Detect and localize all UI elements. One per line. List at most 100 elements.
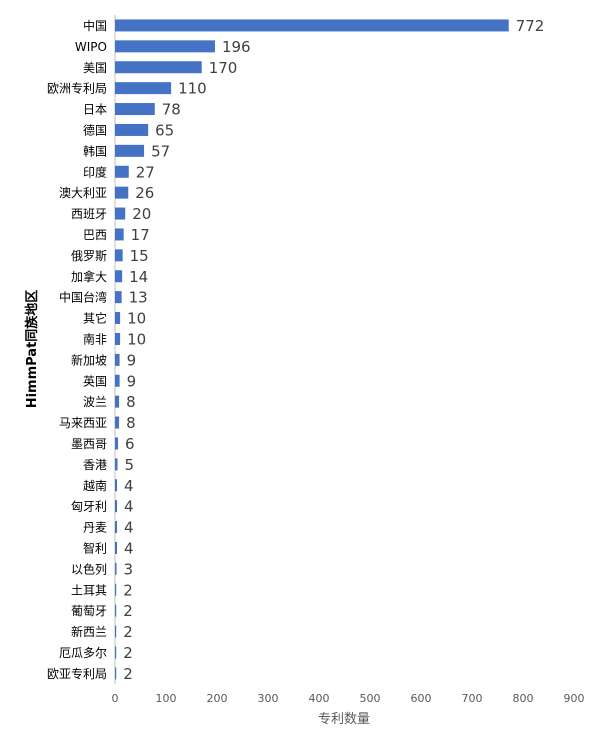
category-label: 澳大利亚 — [59, 186, 107, 200]
bar — [115, 291, 122, 304]
data-label: 78 — [162, 101, 181, 119]
category-label: 葡萄牙 — [71, 604, 107, 618]
category-label: 智利 — [83, 540, 107, 555]
data-label: 4 — [124, 539, 134, 557]
bar — [115, 228, 124, 241]
data-label: 57 — [151, 142, 170, 160]
category-label: 加拿大 — [71, 269, 107, 284]
data-label: 8 — [126, 393, 136, 411]
bar — [115, 207, 126, 220]
bar — [115, 19, 509, 32]
category-label: 中国台湾 — [59, 290, 107, 305]
data-label: 3 — [124, 560, 134, 578]
category-label: 西班牙 — [71, 207, 107, 221]
bar — [115, 123, 149, 136]
data-label: 9 — [127, 351, 137, 369]
category-label: 越南 — [83, 478, 107, 493]
category-label: 日本 — [83, 103, 107, 117]
category-label: 印度 — [83, 164, 107, 179]
data-label: 17 — [131, 226, 150, 244]
data-label: 9 — [127, 372, 137, 390]
bar — [115, 186, 129, 199]
x-tick-label: 700 — [462, 692, 483, 705]
bar — [115, 61, 202, 74]
y-axis-title: HimmPat同族地区 — [24, 290, 40, 409]
data-label: 14 — [129, 268, 148, 286]
category-label: 新西兰 — [71, 624, 107, 639]
bar — [115, 353, 120, 366]
data-label: 170 — [209, 59, 238, 77]
category-label: 墨西哥 — [71, 437, 107, 451]
data-label: 2 — [123, 623, 133, 641]
category-label: 俄罗斯 — [71, 249, 107, 263]
category-label: 英国 — [83, 374, 107, 388]
data-label: 65 — [155, 121, 174, 139]
bar — [115, 604, 117, 617]
bar — [115, 144, 145, 157]
category-label: 丹麦 — [83, 521, 107, 535]
data-label: 196 — [222, 38, 251, 56]
category-label: 韩国 — [83, 143, 107, 158]
data-label: 13 — [129, 289, 148, 307]
bar — [115, 416, 120, 429]
data-label: 4 — [124, 477, 134, 495]
category-label: 欧亚专利局 — [47, 666, 107, 681]
bar — [115, 395, 120, 408]
category-label: 香港 — [83, 458, 107, 472]
bar — [115, 332, 121, 345]
bar — [115, 667, 117, 680]
x-tick-label: 0 — [112, 692, 119, 705]
bar — [115, 521, 118, 534]
bar — [115, 437, 119, 450]
bar — [115, 562, 117, 575]
bar — [115, 583, 117, 596]
data-label: 2 — [123, 644, 133, 662]
x-axis-title: 专利数量 — [318, 712, 370, 727]
category-label: 波兰 — [83, 395, 107, 409]
data-label: 8 — [126, 414, 136, 432]
category-label: WIPO — [75, 40, 107, 54]
category-label: 马来西亚 — [59, 416, 107, 430]
bar — [115, 625, 117, 638]
category-label: 匈牙利 — [71, 500, 107, 514]
bar — [115, 541, 118, 554]
category-label: 德国 — [83, 122, 107, 137]
bar — [115, 82, 172, 95]
x-tick-label: 300 — [258, 692, 279, 705]
x-tick-label: 600 — [411, 692, 432, 705]
bar — [115, 249, 123, 262]
bar — [115, 479, 118, 492]
bar — [115, 103, 155, 116]
data-label: 26 — [135, 184, 154, 202]
bar — [115, 500, 118, 513]
data-label: 4 — [124, 519, 134, 537]
category-label: 巴西 — [83, 228, 107, 242]
category-label: 以色列 — [71, 562, 107, 576]
category-label: 新加坡 — [71, 352, 107, 367]
y-axis-label-group: HimmPat同族地区 — [24, 290, 40, 409]
x-tick-label: 400 — [309, 692, 330, 705]
bar — [115, 40, 215, 53]
data-label: 2 — [123, 581, 133, 599]
x-tick-label: 500 — [360, 692, 381, 705]
data-label: 6 — [125, 435, 135, 453]
category-label: 欧洲专利局 — [47, 81, 107, 96]
data-label: 5 — [125, 456, 135, 474]
bar — [115, 458, 118, 471]
data-label: 27 — [136, 163, 155, 181]
data-label: 4 — [124, 498, 134, 516]
bar — [115, 270, 123, 283]
category-label: 中国 — [83, 18, 107, 33]
data-label: 15 — [130, 247, 149, 265]
x-tick-label: 900 — [564, 692, 585, 705]
x-tick-label: 800 — [513, 692, 534, 705]
bar — [115, 312, 121, 325]
x-tick-label: 100 — [156, 692, 177, 705]
data-label: 2 — [123, 665, 133, 683]
bar — [115, 374, 120, 387]
bar — [115, 165, 129, 178]
data-label: 10 — [127, 330, 146, 348]
